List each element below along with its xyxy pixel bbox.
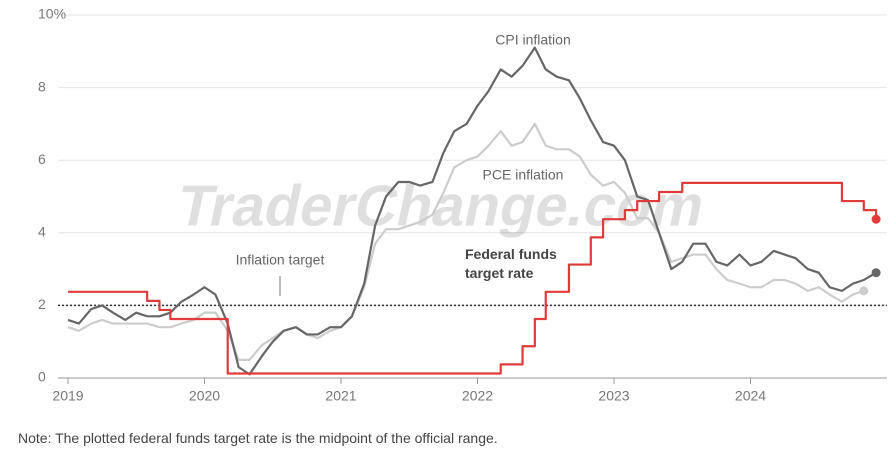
- end-dot: [859, 286, 869, 296]
- y-tick-label: 10%: [38, 6, 66, 22]
- series-line: [67, 46, 877, 376]
- end-dot: [871, 268, 881, 278]
- end-dot: [871, 214, 881, 224]
- note: Note: The plotted federal funds target r…: [18, 430, 498, 446]
- x-tick-label: 2019: [52, 388, 83, 404]
- y-tick-label: 2: [38, 296, 46, 312]
- x-tick-label: 2024: [735, 388, 766, 404]
- chart: 0 2 4 6 8 10% 2019 2020 2021 2022 2023 2024 TraderCh…: [38, 6, 887, 404]
- series-label: CPI inflation: [495, 32, 570, 48]
- target-label: Inflation target: [236, 252, 325, 268]
- series-line: [68, 181, 878, 375]
- y-tick-label: 6: [38, 151, 46, 167]
- x-tick-label: 2022: [462, 388, 493, 404]
- watermark: TraderChange.com: [172, 174, 711, 238]
- y-tick-label: 0: [38, 369, 46, 385]
- series-line: [67, 122, 865, 361]
- x-tick-label: 2021: [325, 388, 356, 404]
- y-tick-label: 8: [38, 78, 46, 94]
- fed-label: Federal funds target rate: [465, 246, 557, 281]
- series-label: PCE inflation: [483, 167, 564, 183]
- x-tick-label: 2023: [598, 388, 629, 404]
- y-tick-label: 4: [38, 224, 46, 240]
- x-tick-label: 2020: [189, 388, 220, 404]
